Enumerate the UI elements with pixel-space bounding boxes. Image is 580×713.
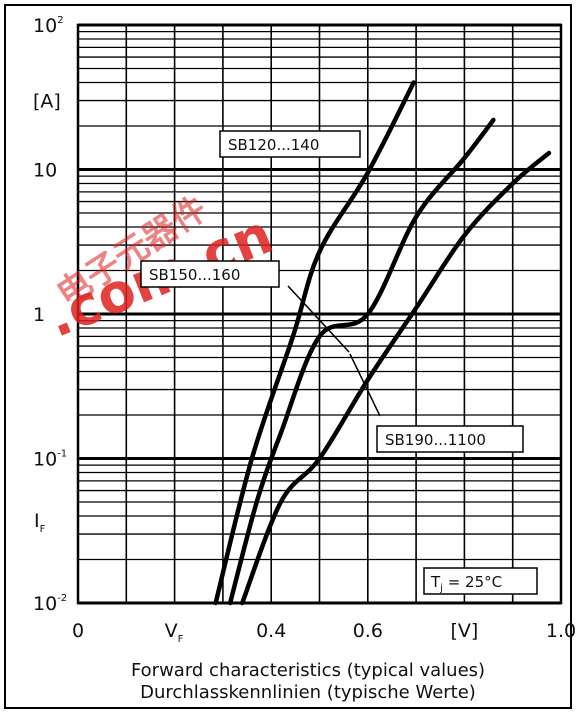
series-label-sb190: SB190...1100 (385, 431, 486, 449)
x-tick-label: 0.6 (353, 620, 383, 642)
series-label-sb150: SB150...160 (149, 266, 240, 284)
x-tick-label: 0.4 (256, 620, 286, 642)
leader-lines (287, 285, 381, 417)
series-curves (213, 80, 552, 606)
y-unit-label: IF (34, 510, 46, 535)
grid (76, 23, 563, 605)
chart-frame (4, 4, 572, 709)
x-tick-labels: 0 0.4 0.6 [V] 1.0 VF (72, 620, 576, 645)
x-tick-label: 1.0 (546, 620, 576, 642)
caption-line1: Forward characteristics (typical values) (131, 660, 485, 681)
y-tick-label: 10 (33, 160, 57, 182)
series-label-sb120: SB120...140 (228, 136, 319, 154)
x-unit-label: VF (165, 620, 184, 645)
caption-line2: Durchlasskennlinien (typische Werte) (140, 682, 476, 703)
y-tick-label: 1 (33, 304, 45, 326)
annotation-prefix: T (430, 573, 441, 591)
temperature-annotation: Tj = 25°C (423, 567, 538, 595)
x-tick-label: 0 (72, 620, 84, 642)
series-line-1 (227, 117, 496, 606)
series-line-0 (213, 80, 416, 606)
series-line-2 (239, 150, 552, 606)
y-tick-label: 10-1 (33, 449, 67, 471)
y-tick-label: 102 (33, 15, 64, 37)
series-labels: SB120...140 SB150...160 SB190...1100 (140, 130, 524, 453)
annotation-sub: j (439, 583, 443, 594)
svg-text:Tj = 25°C: Tj = 25°C (430, 573, 502, 594)
plot-border (76, 23, 563, 605)
x-tick-label: [V] (450, 620, 478, 642)
y-tick-labels: 102 [A] 10 1 10-1 10-2 (33, 15, 67, 615)
y-tick-label: [A] (33, 91, 61, 113)
y-tick-label: 10-2 (33, 593, 67, 615)
annotation-suffix: = 25°C (443, 573, 502, 591)
